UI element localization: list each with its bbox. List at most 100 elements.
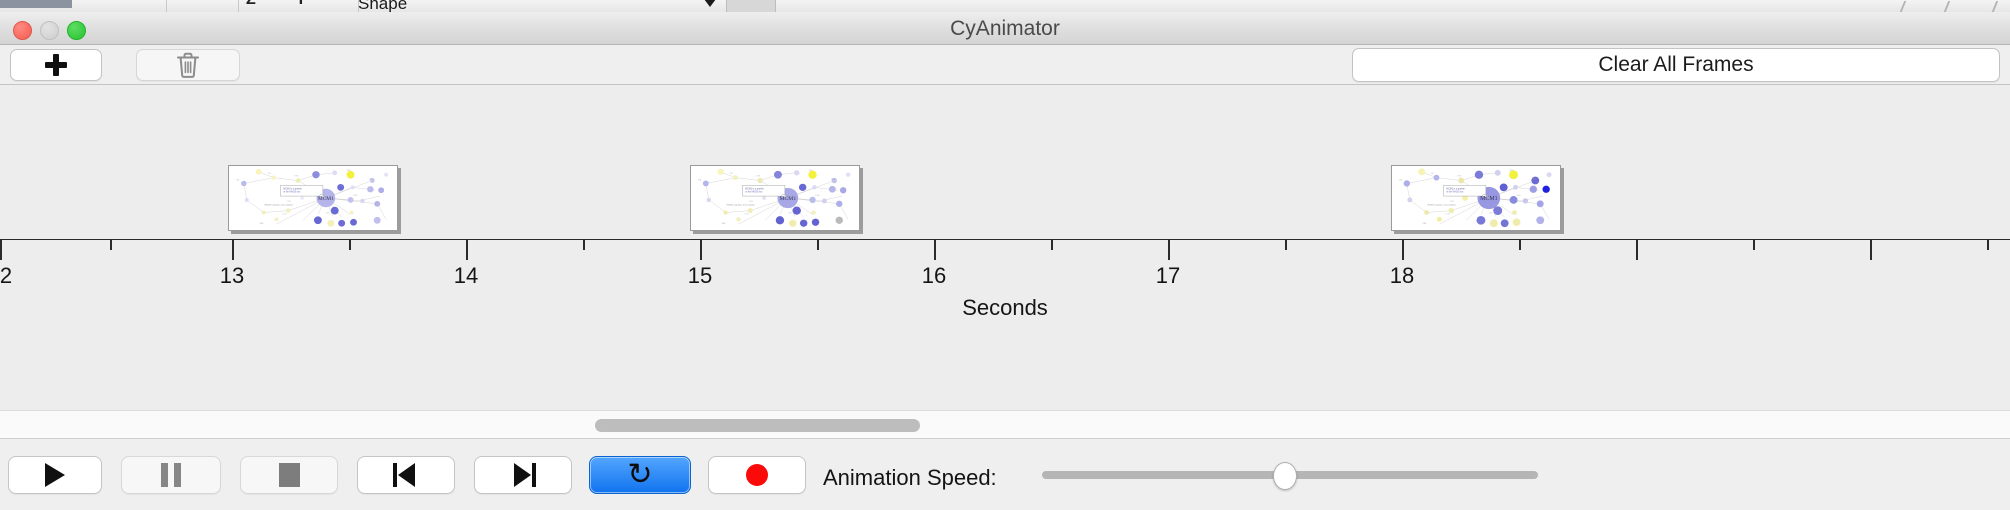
tick-label: 13	[219, 263, 245, 288]
animation-speed-label: Animation Speed:	[823, 465, 997, 490]
svg-text:TEC: TEC	[749, 201, 754, 203]
tick-minor	[1285, 240, 1287, 250]
frame-toolbar: Clear All Frames	[0, 45, 2010, 85]
background-segment	[190, 0, 239, 12]
tick-major	[1636, 240, 1638, 260]
tick-major	[1870, 240, 1872, 260]
svg-text:FAR: FAR	[722, 222, 726, 225]
frame-thumbnail-2[interactable]: YBL YPL STE SWI CLN FAR CDC FUS TEC ACE MCM1 …	[690, 165, 860, 231]
tick-minor	[583, 240, 585, 250]
clear-all-frames-label: Clear All Frames	[1598, 53, 1754, 76]
tick-minor	[817, 240, 819, 250]
tick-label: 15	[687, 263, 713, 288]
background-caret-icon	[704, 0, 716, 7]
add-frame-button[interactable]	[10, 49, 102, 81]
svg-text:in the MADS box: in the MADS box	[1446, 191, 1464, 194]
tick-minor	[110, 240, 112, 250]
skip-back-icon	[393, 463, 419, 487]
svg-text:TEC: TEC	[1450, 201, 1455, 203]
background-glyph: Z	[246, 0, 256, 9]
tick-label: 17	[1155, 263, 1181, 288]
svg-text:SWI: SWI	[809, 170, 813, 172]
stop-icon	[278, 463, 300, 487]
svg-text:STE: STE	[1457, 176, 1462, 178]
timeline-panel[interactable]: YBL YPL STE SWI CLN FAR CDC FUS TEC ACE MCM1 …	[0, 85, 2010, 410]
frame-thumbnail-1[interactable]: YBL YPL STE SWI CLN FAR CDC FUS TEC ACE MCM1 …	[228, 165, 398, 231]
background-slant	[1943, 1, 1967, 12]
svg-text:YBL: YBL	[236, 180, 241, 182]
delete-frame-button[interactable]	[136, 49, 240, 81]
background-slant	[1991, 1, 2010, 12]
svg-text:FUS: FUS	[354, 195, 359, 197]
background-window-strip: Z T Shape	[0, 0, 2010, 12]
svg-text:YPL: YPL	[1431, 173, 1436, 175]
svg-text:YPL: YPL	[268, 173, 273, 175]
close-icon[interactable]	[13, 21, 32, 40]
background-box	[726, 0, 776, 12]
tick-label: 2	[0, 263, 13, 288]
svg-text:CDC: CDC	[788, 213, 793, 215]
svg-text:FAR: FAR	[1423, 222, 1427, 225]
record-icon	[746, 464, 768, 486]
svg-text:FUS: FUS	[1517, 195, 1522, 197]
play-button[interactable]	[8, 456, 102, 494]
svg-text:STE: STE	[756, 176, 761, 178]
pause-icon	[161, 463, 181, 487]
skip-to-end-button[interactable]	[474, 456, 572, 494]
tick-label: 18	[1389, 263, 1415, 288]
background-segment	[318, 0, 359, 12]
svg-text:CDC: CDC	[1489, 213, 1494, 215]
axis-title: Seconds	[962, 295, 1048, 320]
minimize-icon[interactable]	[40, 21, 59, 40]
tick-minor	[1051, 240, 1053, 250]
svg-text:in the MADS box: in the MADS box	[745, 191, 763, 194]
svg-text:ACE: ACE	[1532, 178, 1537, 181]
window-title: CyAnimator	[950, 17, 1060, 40]
clear-all-frames-button[interactable]: Clear All Frames	[1352, 48, 2000, 82]
network-thumbnail: YBL YPL STE SWI CLN FAR CDC FUS TEC ACE MCM1 …	[229, 166, 397, 230]
tick-label: 14	[453, 263, 479, 288]
svg-text:MCM1 regulates transcription: MCM1 regulates transcription	[1428, 204, 1457, 207]
svg-text:STE: STE	[294, 176, 299, 178]
skip-to-start-button[interactable]	[357, 456, 455, 494]
background-segment	[78, 0, 167, 12]
loop-button[interactable]: ↻	[589, 456, 691, 494]
tick-major	[1402, 240, 1404, 260]
stop-button[interactable]	[240, 456, 338, 494]
animation-speed-slider[interactable]	[1042, 462, 1538, 490]
svg-text:MCM1: MCM1	[780, 196, 797, 202]
record-button[interactable]	[708, 456, 806, 494]
svg-text:MCM1: MCM1	[318, 196, 334, 202]
network-thumbnail: YBL YPL STE SWI CLN FAR CDC FUS TEC ACE MCM1 …	[1392, 166, 1560, 230]
svg-text:TEC: TEC	[287, 201, 292, 203]
svg-text:CLN: CLN	[744, 213, 749, 215]
tick-minor	[1519, 240, 1521, 250]
svg-text:SWI: SWI	[1510, 170, 1514, 172]
loop-icon: ↻	[627, 458, 653, 491]
svg-text:MCM1 is a protein: MCM1 is a protein	[283, 187, 302, 190]
svg-text:FUS: FUS	[816, 195, 821, 197]
timeline-scrollbar-thumb[interactable]	[595, 419, 920, 432]
svg-text:CLN: CLN	[282, 213, 287, 215]
tick-minor	[1753, 240, 1755, 250]
tick-major	[0, 240, 2, 260]
svg-text:YPL: YPL	[730, 173, 735, 175]
svg-text:ACE: ACE	[369, 178, 374, 181]
network-thumbnail: YBL YPL STE SWI CLN FAR CDC FUS TEC ACE MCM1 …	[691, 166, 859, 230]
zoom-icon[interactable]	[67, 21, 86, 40]
svg-text:CLN: CLN	[1445, 213, 1450, 215]
timeline-scrollbar-track[interactable]	[0, 410, 2010, 438]
pause-button[interactable]	[121, 456, 221, 494]
svg-text:SWI: SWI	[347, 170, 351, 172]
tick-label: 16	[921, 263, 947, 288]
tick-minor	[349, 240, 351, 250]
tick-major	[934, 240, 936, 260]
svg-text:in the MADS box: in the MADS box	[283, 191, 301, 194]
tick-major	[1168, 240, 1170, 260]
frame-thumbnail-3[interactable]: YBL YPL STE SWI CLN FAR CDC FUS TEC ACE MCM1 …	[1391, 165, 1561, 231]
animation-speed-slider-thumb[interactable]	[1273, 462, 1298, 490]
background-slant	[1899, 1, 1923, 12]
tick-major	[700, 240, 702, 260]
window-titlebar[interactable]: CyAnimator	[0, 12, 2010, 45]
trash-icon	[177, 52, 199, 78]
